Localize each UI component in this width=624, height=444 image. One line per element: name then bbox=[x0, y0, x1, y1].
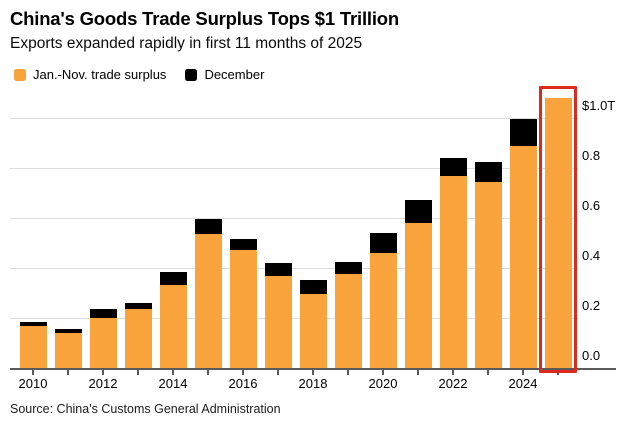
x-axis-label-2018: 2018 bbox=[298, 376, 328, 391]
bar-2010-jan-nov bbox=[19, 325, 47, 368]
bar-2019-december bbox=[334, 262, 362, 274]
x-axis-tick bbox=[32, 370, 34, 375]
x-axis-tick bbox=[242, 370, 244, 375]
chart-title: China's Goods Trade Surplus Tops $1 Tril… bbox=[10, 8, 399, 29]
bar-2014-december bbox=[159, 272, 187, 285]
chart-subtitle: Exports expanded rapidly in first 11 mon… bbox=[10, 35, 363, 52]
bar-2022-december bbox=[439, 158, 467, 176]
legend-swatch-jan-nov-icon bbox=[14, 68, 26, 81]
bar-2015-jan-nov bbox=[194, 233, 222, 368]
bar-2020-jan-nov bbox=[369, 252, 397, 368]
y-axis-label: 0.6 bbox=[582, 197, 601, 213]
bar-2018-december bbox=[299, 279, 327, 294]
bar-2011-december bbox=[54, 329, 82, 333]
bar-2024-december bbox=[509, 118, 537, 147]
bar-2013-jan-nov bbox=[124, 309, 152, 368]
x-axis-tick bbox=[207, 370, 209, 375]
x-axis-tick bbox=[172, 370, 174, 375]
gridline bbox=[10, 167, 578, 169]
x-axis-tick bbox=[277, 370, 279, 375]
gridline bbox=[10, 217, 578, 219]
x-axis-tick bbox=[452, 370, 454, 375]
bar-2013-december bbox=[124, 302, 152, 310]
bar-2018-jan-nov bbox=[299, 293, 327, 368]
y-axis-label: 0.0 bbox=[582, 348, 601, 363]
x-axis-tick bbox=[347, 370, 349, 375]
bar-2017-december bbox=[264, 262, 292, 276]
bar-chart-plot-area: $1.0T 0.8 0.6 0.4 0.2 0.0 2010 2012 2014 2016 2018… bbox=[0, 86, 624, 396]
bar-2012-jan-nov bbox=[89, 318, 117, 368]
x-axis-label-2022: 2022 bbox=[438, 376, 468, 391]
x-axis-tick bbox=[382, 370, 384, 375]
x-axis-tick bbox=[522, 370, 524, 375]
legend-label-december: December bbox=[204, 67, 265, 82]
x-axis-label-2016: 2016 bbox=[228, 376, 258, 391]
bar-2012-december bbox=[89, 309, 117, 319]
bar-2023-jan-nov bbox=[474, 182, 502, 368]
source-note: Source: China's Customs General Administ… bbox=[10, 402, 281, 416]
gridline bbox=[10, 267, 578, 269]
x-axis-tick bbox=[137, 370, 139, 375]
bar-2014-jan-nov bbox=[159, 284, 187, 368]
bar-2015-december bbox=[194, 218, 222, 234]
bar-2020-december bbox=[369, 232, 397, 253]
bar-2016-jan-nov bbox=[229, 250, 257, 368]
gridline bbox=[10, 317, 578, 319]
bar-2011-jan-nov bbox=[54, 332, 82, 368]
x-axis-tick bbox=[67, 370, 69, 375]
bar-2019-jan-nov bbox=[334, 273, 362, 368]
legend-swatch-december-icon bbox=[185, 68, 198, 81]
legend-item-december: December bbox=[185, 67, 264, 82]
highlight-box-2025 bbox=[539, 86, 577, 373]
y-axis-label: 0.2 bbox=[582, 297, 601, 313]
y-axis-label: $1.0T bbox=[582, 97, 616, 113]
y-axis-label: 0.4 bbox=[582, 247, 601, 263]
x-axis-line bbox=[10, 368, 616, 370]
bar-2024-jan-nov bbox=[509, 146, 537, 368]
y-axis-label: 0.8 bbox=[582, 147, 601, 163]
gridline bbox=[10, 117, 578, 119]
bar-2022-jan-nov bbox=[439, 175, 467, 368]
x-axis-label-2024: 2024 bbox=[508, 376, 538, 391]
legend-label-jan-nov: Jan.-Nov. trade surplus bbox=[33, 67, 167, 82]
x-axis-label-2014: 2014 bbox=[158, 376, 188, 391]
x-axis-label-2012: 2012 bbox=[88, 376, 118, 391]
bar-2017-jan-nov bbox=[264, 275, 292, 368]
bar-2010-december bbox=[19, 321, 47, 326]
bar-2025-jan-nov bbox=[544, 98, 572, 368]
x-axis-tick bbox=[487, 370, 489, 375]
x-axis-tick bbox=[102, 370, 104, 375]
bar-2021-december bbox=[404, 199, 432, 224]
x-axis-label-2020: 2020 bbox=[368, 376, 398, 391]
x-axis-label-2010: 2010 bbox=[18, 376, 48, 391]
bar-2021-jan-nov bbox=[404, 223, 432, 368]
bar-2023-december bbox=[474, 162, 502, 183]
x-axis-tick bbox=[312, 370, 314, 375]
chart-legend: Jan.-Nov. trade surplus December bbox=[14, 67, 264, 82]
x-axis-tick bbox=[417, 370, 419, 375]
legend-item-jan-nov: Jan.-Nov. trade surplus bbox=[14, 67, 166, 82]
bar-2016-december bbox=[229, 239, 257, 251]
